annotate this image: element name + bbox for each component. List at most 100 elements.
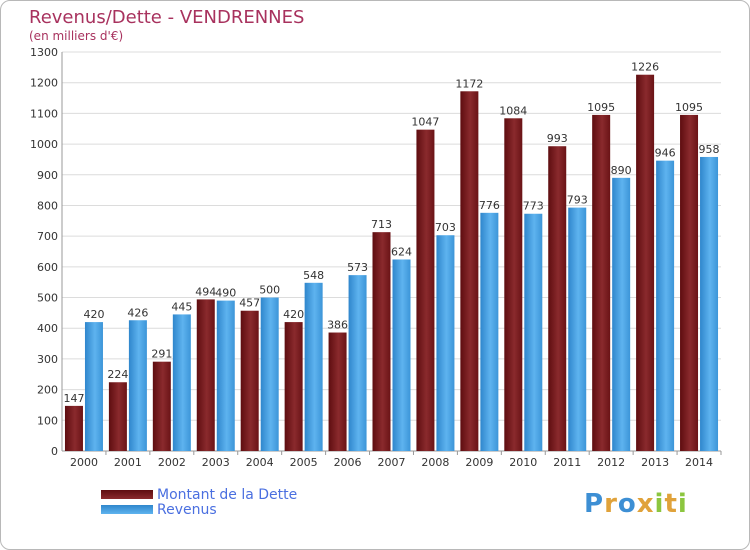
bar-dette <box>504 118 523 452</box>
bar-revenus <box>84 322 103 451</box>
value-label-dette: 1226 <box>631 61 659 74</box>
bar-revenus <box>612 177 631 452</box>
x-tick-label: 2000 <box>70 456 98 469</box>
x-tick-label: 2002 <box>158 456 186 469</box>
value-label-revenus: 703 <box>435 221 456 234</box>
bar-dette <box>240 310 259 451</box>
value-label-revenus: 490 <box>215 287 236 300</box>
x-tick-label: 2014 <box>685 456 713 469</box>
y-tick-label: 600 <box>37 261 58 274</box>
value-label-dette: 713 <box>371 218 392 231</box>
value-label-dette: 291 <box>151 348 172 361</box>
bar-dette <box>636 74 655 451</box>
bar-dette <box>196 299 215 451</box>
value-label-revenus: 946 <box>655 147 676 160</box>
x-tick-label: 2008 <box>421 456 449 469</box>
value-label-dette: 224 <box>107 368 128 381</box>
chart-subtitle: (en milliers d'€) <box>29 29 124 43</box>
legend-label-dette: Montant de la Dette <box>157 486 298 503</box>
x-tick-label: 2012 <box>597 456 625 469</box>
x-tick-label: 2004 <box>246 456 274 469</box>
value-label-revenus: 776 <box>479 199 500 212</box>
value-label-revenus: 624 <box>391 245 412 258</box>
value-label-dette: 147 <box>63 392 84 405</box>
value-label-revenus: 426 <box>127 306 148 319</box>
legend-swatch-revenus <box>101 505 153 514</box>
y-tick-label: 1200 <box>30 77 58 90</box>
value-label-revenus: 445 <box>171 300 192 313</box>
value-label-revenus: 793 <box>567 194 588 207</box>
x-tick-label: 2005 <box>290 456 318 469</box>
y-tick-label: 100 <box>37 414 58 427</box>
bar-dette <box>284 322 303 451</box>
bar-revenus <box>172 314 191 451</box>
x-tick-label: 2007 <box>378 456 406 469</box>
x-tick-label: 2006 <box>334 456 362 469</box>
bar-revenus <box>480 212 499 451</box>
bar-dette <box>152 361 171 451</box>
value-label-dette: 494 <box>195 285 216 298</box>
x-tick-label: 2001 <box>114 456 142 469</box>
bar-revenus <box>304 282 323 451</box>
value-label-revenus: 420 <box>83 308 104 321</box>
value-label-dette: 1172 <box>455 77 483 90</box>
y-tick-label: 900 <box>37 169 58 182</box>
y-tick-label: 1000 <box>30 138 58 151</box>
x-tick-label: 2011 <box>553 456 581 469</box>
legend-item-revenus: Revenus <box>101 501 297 518</box>
legend-label-revenus: Revenus <box>157 501 217 518</box>
bar-revenus <box>348 275 367 451</box>
bar-revenus <box>568 207 587 451</box>
value-label-dette: 457 <box>239 297 260 310</box>
legend-swatch-dette <box>101 490 153 499</box>
y-tick-label: 500 <box>37 292 58 305</box>
value-label-revenus: 773 <box>523 200 544 213</box>
y-tick-label: 400 <box>37 322 58 335</box>
value-label-dette: 420 <box>283 308 304 321</box>
bar-revenus <box>524 213 543 451</box>
y-tick-label: 300 <box>37 353 58 366</box>
chart-legend: Montant de la Dette Revenus <box>101 486 298 518</box>
bar-dette <box>548 146 567 451</box>
bar-dette <box>416 129 435 451</box>
value-label-dette: 1084 <box>499 104 527 117</box>
bar-revenus <box>392 259 411 451</box>
x-tick-label: 2003 <box>202 456 230 469</box>
y-tick-label: 1100 <box>30 107 58 120</box>
bar-dette <box>372 232 391 451</box>
value-label-dette: 386 <box>327 319 348 332</box>
bar-revenus <box>656 160 675 452</box>
bar-dette <box>680 114 699 452</box>
x-tick-label: 2009 <box>465 456 493 469</box>
value-label-dette: 1095 <box>675 101 703 114</box>
value-label-revenus: 548 <box>303 269 324 282</box>
y-tick-label: 1300 <box>30 46 58 59</box>
x-tick-label: 2010 <box>509 456 537 469</box>
y-tick-label: 800 <box>37 199 58 212</box>
value-label-revenus: 573 <box>347 261 368 274</box>
x-tick-label: 2013 <box>641 456 669 469</box>
y-tick-label: 200 <box>37 384 58 397</box>
bar-revenus <box>128 320 147 451</box>
value-label-revenus: 958 <box>699 143 720 156</box>
bar-dette <box>460 91 479 451</box>
bar-revenus <box>436 235 455 451</box>
proxiti-logo: Proxiti <box>584 489 688 519</box>
bar-revenus <box>216 300 235 451</box>
value-label-dette: 1047 <box>411 116 439 129</box>
bar-revenus <box>260 297 279 451</box>
value-label-dette: 993 <box>547 132 568 145</box>
y-tick-label: 700 <box>37 230 58 243</box>
value-label-dette: 1095 <box>587 101 615 114</box>
value-label-revenus: 500 <box>259 284 280 297</box>
bar-revenus <box>700 156 719 451</box>
chart-title: Revenus/Dette - VENDRENNES <box>29 7 305 28</box>
bar-dette <box>108 382 127 451</box>
bar-dette <box>64 405 83 451</box>
legend-item-dette: Montant de la Dette <box>101 486 298 503</box>
y-tick-label: 0 <box>51 445 58 458</box>
bar-dette <box>592 114 611 452</box>
bar-dette <box>328 332 347 451</box>
